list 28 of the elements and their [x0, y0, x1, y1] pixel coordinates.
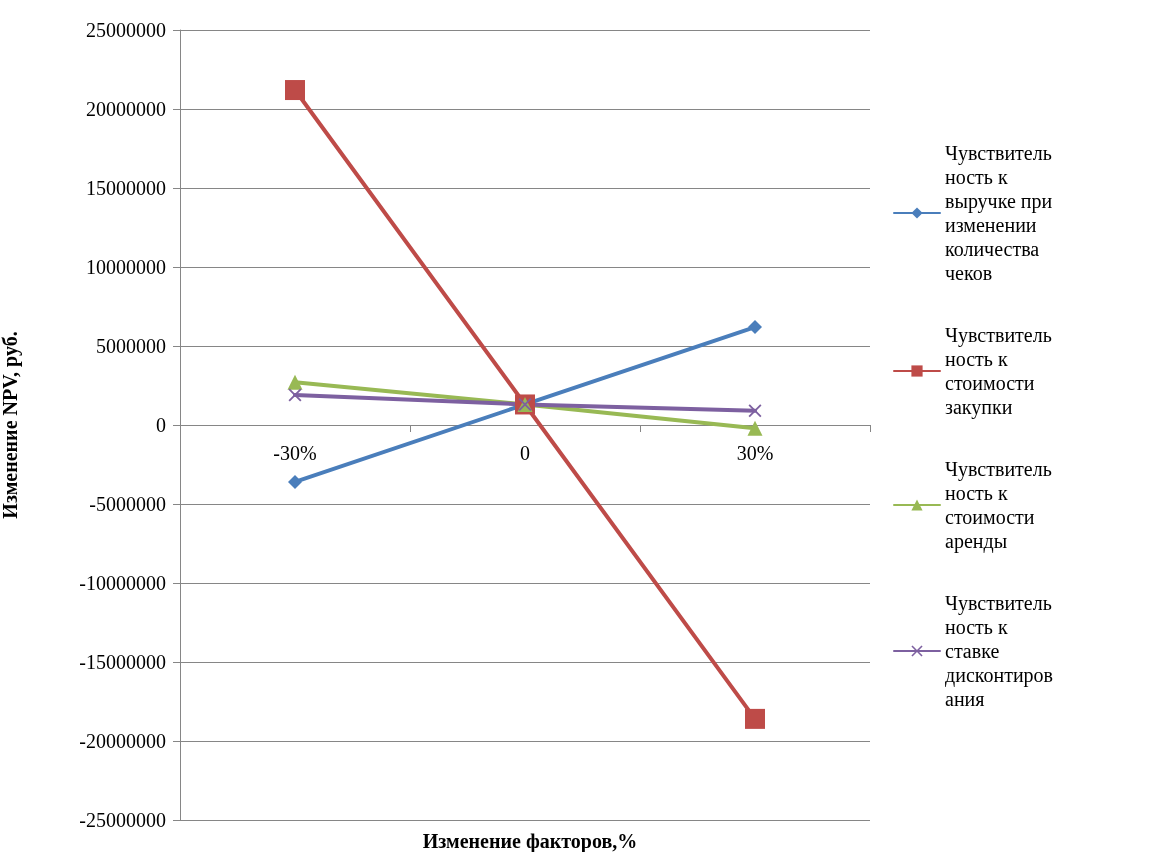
- legend-label: Чувствительность к стоимости аренды: [945, 458, 1052, 553]
- legend-label: Чувствительность к ставке дисконтирования: [945, 592, 1054, 710]
- x-tick-label: 30%: [736, 442, 774, 464]
- point: [745, 708, 765, 729]
- point: [288, 474, 302, 489]
- y-tick-label: 10000000: [86, 256, 166, 278]
- legend-label: Чувствительность к стоимости закупки: [945, 324, 1052, 419]
- point: [287, 374, 303, 390]
- y-tick-label: -10000000: [79, 572, 166, 594]
- y-tick-label: -25000000: [79, 809, 166, 831]
- y-tick-label: 25000000: [86, 19, 166, 41]
- y-tick-label: -20000000: [79, 730, 166, 752]
- point: [748, 320, 762, 335]
- y-axis-title: Изменение NPV, руб.: [0, 331, 22, 519]
- y-tick-label: 20000000: [86, 98, 166, 120]
- y-tick-label: -15000000: [79, 651, 166, 673]
- point: [748, 404, 762, 418]
- point: [747, 420, 763, 436]
- y-tick-label: 0: [156, 414, 166, 436]
- legend-label: Чувствительность к выручке при изменении количества чеков: [945, 142, 1058, 284]
- point: [285, 80, 305, 101]
- y-tick-label: 5000000: [96, 335, 166, 357]
- y-tick-label: 15000000: [86, 177, 166, 199]
- x-axis-title: Изменение факторов,%: [422, 830, 638, 852]
- point: [288, 388, 302, 402]
- y-tick-label: -5000000: [89, 493, 166, 515]
- x-tick-label: -30%: [273, 442, 317, 464]
- x-tick-label: 0: [520, 442, 530, 464]
